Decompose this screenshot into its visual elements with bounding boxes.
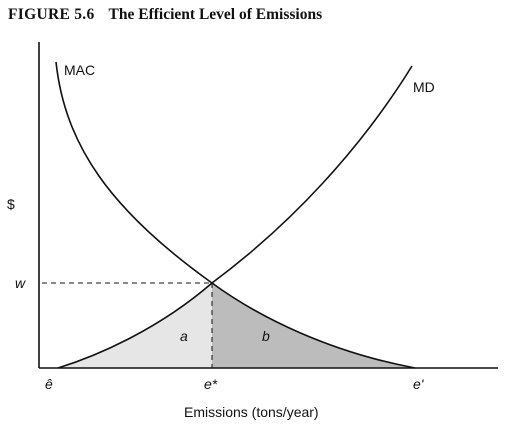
figure-caption: The Efficient Level of Emissions xyxy=(108,6,323,23)
area-b xyxy=(212,283,415,368)
md-curve xyxy=(57,65,413,369)
x-tick-e-hat: ê xyxy=(45,376,53,392)
md-label: MD xyxy=(413,79,435,95)
figure-title: FIGURE 5.6 The Efficient Level of Emissio… xyxy=(8,6,322,24)
x-tick-e-prime: e' xyxy=(413,376,425,392)
x-axis-label: Emissions (tons/year) xyxy=(184,404,319,420)
mac-label: MAC xyxy=(64,62,95,78)
figure-number: FIGURE 5.6 xyxy=(8,6,95,23)
area-b-label: b xyxy=(262,328,270,344)
area-a-label: a xyxy=(180,328,188,344)
y-tick-w: w xyxy=(15,275,26,291)
y-axis-label: $ xyxy=(7,196,15,212)
x-tick-e-star: e* xyxy=(204,376,218,392)
area-a xyxy=(58,283,212,368)
